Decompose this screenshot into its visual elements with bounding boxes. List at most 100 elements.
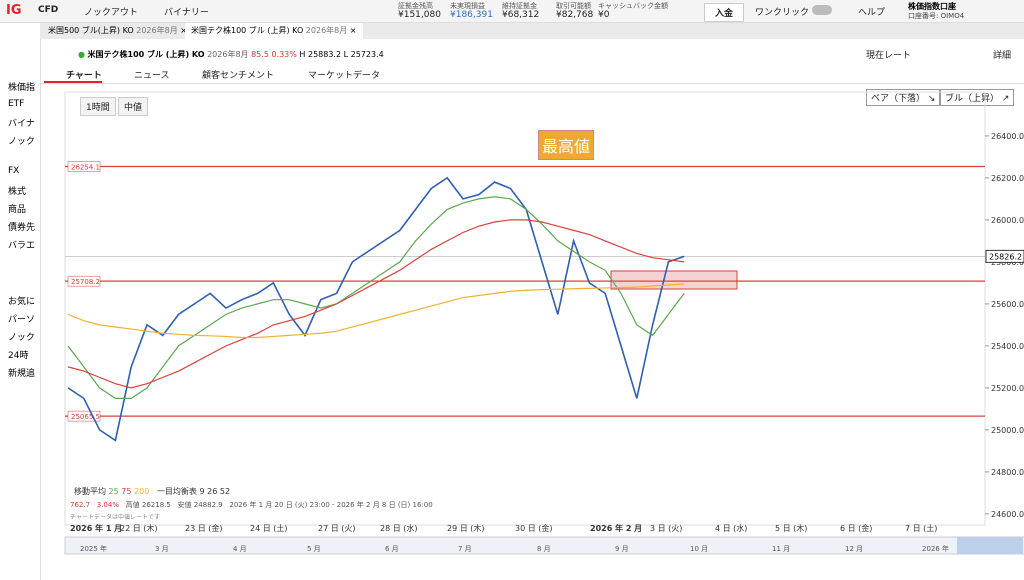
ichimoku-label: 一目均衡表 bbox=[156, 487, 197, 496]
interval-button[interactable]: 1時間 bbox=[80, 97, 116, 116]
y-tick-label: 26200.0 bbox=[991, 174, 1024, 183]
sidebar-item[interactable]: ETF bbox=[8, 99, 25, 109]
x-tick-label: 2026 年 2 月 bbox=[590, 523, 642, 533]
detail[interactable]: 詳細 bbox=[993, 51, 1012, 61]
sidebar-item[interactable]: FX bbox=[8, 166, 20, 176]
menu[interactable]: CFD bbox=[38, 5, 59, 15]
low: 安値 24882.9 bbox=[177, 501, 223, 509]
tab-active[interactable]: 米国テク株100 ブル (上昇) KO 2026年8月 × bbox=[185, 23, 363, 41]
toggle[interactable] bbox=[812, 5, 832, 15]
logo[interactable]: IG bbox=[6, 3, 22, 18]
x-tick-label: 23 日 (金) bbox=[185, 523, 223, 533]
help[interactable]: ヘルプ bbox=[858, 8, 886, 18]
navigator-label: 2026 年 bbox=[922, 544, 949, 553]
navigator-label: 5 月 bbox=[307, 545, 321, 553]
expiry: 2026年8月 bbox=[207, 50, 249, 59]
x-tick-label: 24 日 (土) bbox=[250, 523, 288, 533]
stat-value: ¥151,080 bbox=[398, 10, 441, 20]
active-indicator bbox=[44, 81, 102, 83]
range: 2026 年 1 月 20 日 (火) 23:00 - 2026 年 2 月 8… bbox=[229, 501, 433, 509]
period: 26 bbox=[207, 487, 218, 496]
navigator-label: 9 月 bbox=[615, 545, 629, 553]
navigator-label: 10 月 bbox=[690, 545, 708, 553]
note: チャートデータは中値レートです bbox=[70, 514, 160, 521]
plot-area bbox=[64, 91, 986, 526]
tab[interactable]: 米国500 ブル(上昇) KO 2026年8月 × bbox=[48, 26, 187, 35]
stat-value: ¥68,312 bbox=[502, 10, 540, 20]
sidebar-item[interactable]: ノック bbox=[8, 333, 35, 343]
sidebar-item[interactable]: 24時 bbox=[8, 351, 29, 361]
stat-label: 証拠金残高 bbox=[398, 2, 433, 10]
level-label: 25708.2 bbox=[71, 278, 100, 286]
stat-value: ¥186,391 bbox=[450, 10, 493, 20]
sidebar-item[interactable]: 新規追 bbox=[8, 369, 36, 379]
x-tick-label: 22 日 (木) bbox=[120, 523, 158, 533]
zone bbox=[610, 270, 738, 290]
x-tick-label: 27 日 (火) bbox=[318, 524, 356, 533]
legend-entry: 200 bbox=[134, 487, 150, 496]
y-tick-label: 25000.0 bbox=[991, 426, 1024, 435]
tab-expiry: 2026年8月 bbox=[305, 26, 348, 35]
menu[interactable]: ノックアウト bbox=[84, 8, 138, 18]
x-tick-label: 6 日 (金) bbox=[840, 523, 872, 533]
bull-button[interactable]: ブル（上昇） ↗ bbox=[940, 89, 1015, 106]
menu[interactable]: バイナリー bbox=[164, 8, 209, 18]
one-click-label: ワンクリック bbox=[755, 8, 810, 18]
low: L 25723.4 bbox=[343, 50, 384, 59]
sidebar-item[interactable]: お気に bbox=[8, 297, 36, 307]
x-tick-label: 4 日 (水) bbox=[715, 523, 747, 533]
stats-line: 762.7 3.04% 高値 26218.5 安値 24882.9 2026 年… bbox=[70, 500, 433, 510]
level-tag bbox=[67, 275, 101, 287]
bear-button[interactable]: ベア（下落） ↘ bbox=[866, 89, 941, 106]
high: 高値 26218.5 bbox=[125, 501, 171, 509]
tab-expiry: 2026年8月 bbox=[136, 26, 178, 35]
rate-label: 現在レート bbox=[866, 51, 912, 61]
chart-tab[interactable]: マーケットデータ bbox=[308, 71, 381, 81]
sidebar-item[interactable]: バラエ bbox=[8, 241, 36, 251]
y-tick-label: 25600.0 bbox=[991, 300, 1024, 309]
navigator-label: 8 月 bbox=[537, 545, 551, 553]
deposit-button[interactable]: 入金 bbox=[704, 3, 745, 22]
legend: 移動平均 25 75 200 一目均衡表 9 26 52 bbox=[74, 486, 230, 497]
navigator-label: 3 月 bbox=[155, 545, 169, 553]
price-button[interactable]: 中値 bbox=[118, 97, 149, 116]
stat-label: 未実現損益 bbox=[450, 2, 485, 10]
period: 9 bbox=[199, 487, 205, 496]
sidebar-item[interactable]: ノック bbox=[8, 137, 35, 147]
account-number: 口座番号: OIMO4 bbox=[908, 12, 965, 20]
x-tick-label: 29 日 (木) bbox=[447, 523, 485, 533]
sidebar-item[interactable]: 株式 bbox=[8, 187, 27, 197]
indicator-line bbox=[67, 219, 685, 389]
sidebar-item[interactable]: 債券先 bbox=[8, 223, 36, 233]
price-tag bbox=[985, 249, 1024, 263]
bull-label: ブル（上昇） bbox=[945, 94, 1000, 104]
sidebar-item[interactable]: パーソ bbox=[8, 315, 36, 325]
sidebar-item[interactable]: バイナ bbox=[8, 119, 35, 129]
stat-value: ¥0 bbox=[598, 10, 610, 20]
stat-label: 取引可能額 bbox=[556, 2, 591, 10]
change: 762.7 bbox=[70, 501, 91, 509]
sidebar-item[interactable]: 株価指 bbox=[8, 83, 36, 93]
chart-tab[interactable]: ニュース bbox=[134, 71, 170, 81]
x-tick-label: 30 日 (金) bbox=[515, 523, 553, 533]
x-tick-label: 2026 年 1 月 bbox=[70, 523, 122, 533]
ma-label: 移動平均 bbox=[74, 487, 106, 496]
sidebar-item[interactable]: 商品 bbox=[8, 205, 27, 215]
navigator bbox=[64, 536, 1024, 555]
navigator-label: 7 月 bbox=[458, 545, 472, 553]
high: H 25883.2 bbox=[299, 50, 342, 59]
x-tick-label: 28 日 (水) bbox=[380, 523, 418, 533]
bear-label: ベア（下落） bbox=[871, 94, 926, 104]
legend-entry: 75 bbox=[121, 487, 132, 496]
price-line bbox=[67, 176, 685, 442]
period: 52 bbox=[219, 487, 231, 496]
navigator-label: 6 月 bbox=[385, 545, 399, 553]
chart-tab[interactable]: 顧客センチメント bbox=[202, 71, 275, 81]
x-tick-label: 5 日 (木) bbox=[775, 523, 807, 533]
chart-tab[interactable]: チャート bbox=[66, 71, 102, 81]
stat-value: ¥82,768 bbox=[556, 10, 594, 20]
y-tick-label: 24800.0 bbox=[991, 468, 1024, 477]
current-price-label: 25826.2 bbox=[989, 252, 1022, 261]
